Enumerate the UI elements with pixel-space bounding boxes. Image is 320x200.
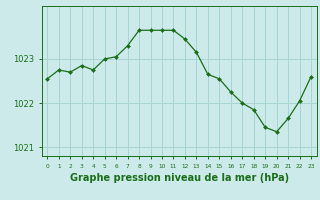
X-axis label: Graphe pression niveau de la mer (hPa): Graphe pression niveau de la mer (hPa) xyxy=(70,173,289,183)
